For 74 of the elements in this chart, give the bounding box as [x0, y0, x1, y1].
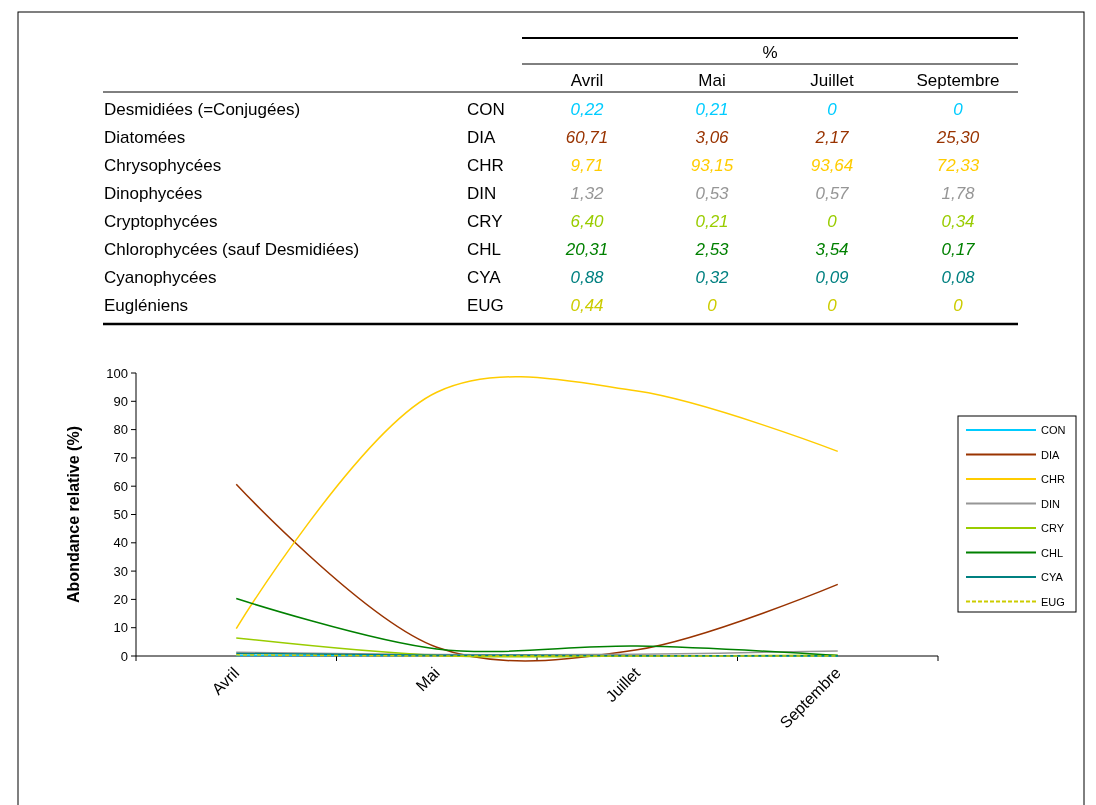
text: 0,57 — [815, 184, 849, 203]
text: 0,32 — [695, 268, 729, 287]
text: 72,33 — [936, 156, 980, 175]
y-tick-label: 10 — [113, 620, 128, 636]
text: 9,71 — [570, 156, 604, 175]
category-label: Dinophycées — [104, 184, 203, 203]
category-label: Chlorophycées (sauf Desmidiées) — [104, 240, 360, 259]
text: 0 — [953, 100, 963, 119]
y-tick-label: 0 — [120, 648, 128, 664]
text: 1,32 — [570, 184, 604, 203]
text: 0 — [827, 296, 837, 315]
text: 0,21 — [695, 212, 729, 231]
x-tick-label: Mai — [412, 664, 443, 695]
legend-label: CHR — [1041, 473, 1065, 485]
category-label: Cryptophycées — [104, 212, 218, 231]
text: 60,71 — [565, 128, 609, 147]
text: 3,54 — [815, 240, 849, 259]
text: 0,53 — [695, 184, 729, 203]
text: 93,64 — [810, 156, 854, 175]
category-label: Diatomées — [104, 128, 186, 147]
y-tick-label: 70 — [113, 450, 128, 466]
category-label: CON — [467, 100, 505, 119]
text: 1,78 — [941, 184, 975, 203]
category-label: CHR — [467, 156, 504, 175]
text: 93,15 — [690, 156, 734, 175]
text: 25,30 — [936, 128, 980, 147]
category-label: DIA — [467, 128, 496, 147]
y-tick-label: 90 — [113, 393, 128, 409]
category-label: Juillet — [810, 71, 855, 90]
text: 0 — [827, 212, 837, 231]
legend-label: EUG — [1041, 595, 1065, 608]
y-tick-label: 40 — [113, 535, 128, 551]
legend-label: CON — [1041, 424, 1066, 436]
text: 0,17 — [941, 240, 975, 259]
category-label: Mai — [698, 71, 726, 90]
text: 0,21 — [695, 100, 729, 119]
y-tick-label: 20 — [113, 591, 128, 607]
legend-label: CRY — [1041, 522, 1065, 534]
legend-label: CHL — [1041, 546, 1064, 559]
text: 6,40 — [570, 212, 604, 231]
text: 0,08 — [941, 268, 975, 287]
legend-label: DIA — [1041, 448, 1060, 461]
category-label: Avril — [570, 71, 604, 90]
text: 2,17 — [815, 128, 849, 147]
legend-label: CYA — [1041, 571, 1064, 583]
text: 0,09 — [815, 268, 849, 287]
y-tick-label: 100 — [106, 365, 128, 381]
y-tick-label: 50 — [113, 507, 128, 522]
category-label: DIN — [467, 184, 497, 203]
text: 0 — [953, 296, 963, 315]
text: % — [762, 43, 778, 62]
y-tick-label: 60 — [113, 478, 128, 494]
category-label: CHL — [467, 240, 502, 259]
y-axis-title: Abondance relative (%) — [65, 426, 82, 603]
category-label: EUG — [467, 296, 504, 315]
text: 0,34 — [941, 212, 975, 231]
text: 20,31 — [565, 240, 609, 259]
category-label: CYA — [467, 268, 501, 287]
text: 3,06 — [695, 128, 729, 147]
category-label: Chrysophycées — [104, 156, 222, 175]
text: 0,44 — [570, 296, 604, 315]
y-tick-label: 80 — [113, 422, 128, 438]
category-label: Septembre — [916, 71, 1000, 90]
category-label: CRY — [467, 212, 503, 231]
category-label: Eugléniens — [104, 296, 189, 315]
legend-label: DIN — [1041, 497, 1060, 510]
text: 0 — [827, 100, 837, 119]
text: 0,88 — [570, 268, 604, 287]
text: 2,53 — [695, 240, 729, 259]
text: 0,22 — [570, 100, 604, 119]
category-label: Cyanophycées — [104, 268, 217, 287]
y-tick-label: 30 — [113, 563, 128, 579]
category-label: Desmidiées (=Conjugées) — [104, 100, 301, 119]
text: 0 — [707, 296, 717, 315]
